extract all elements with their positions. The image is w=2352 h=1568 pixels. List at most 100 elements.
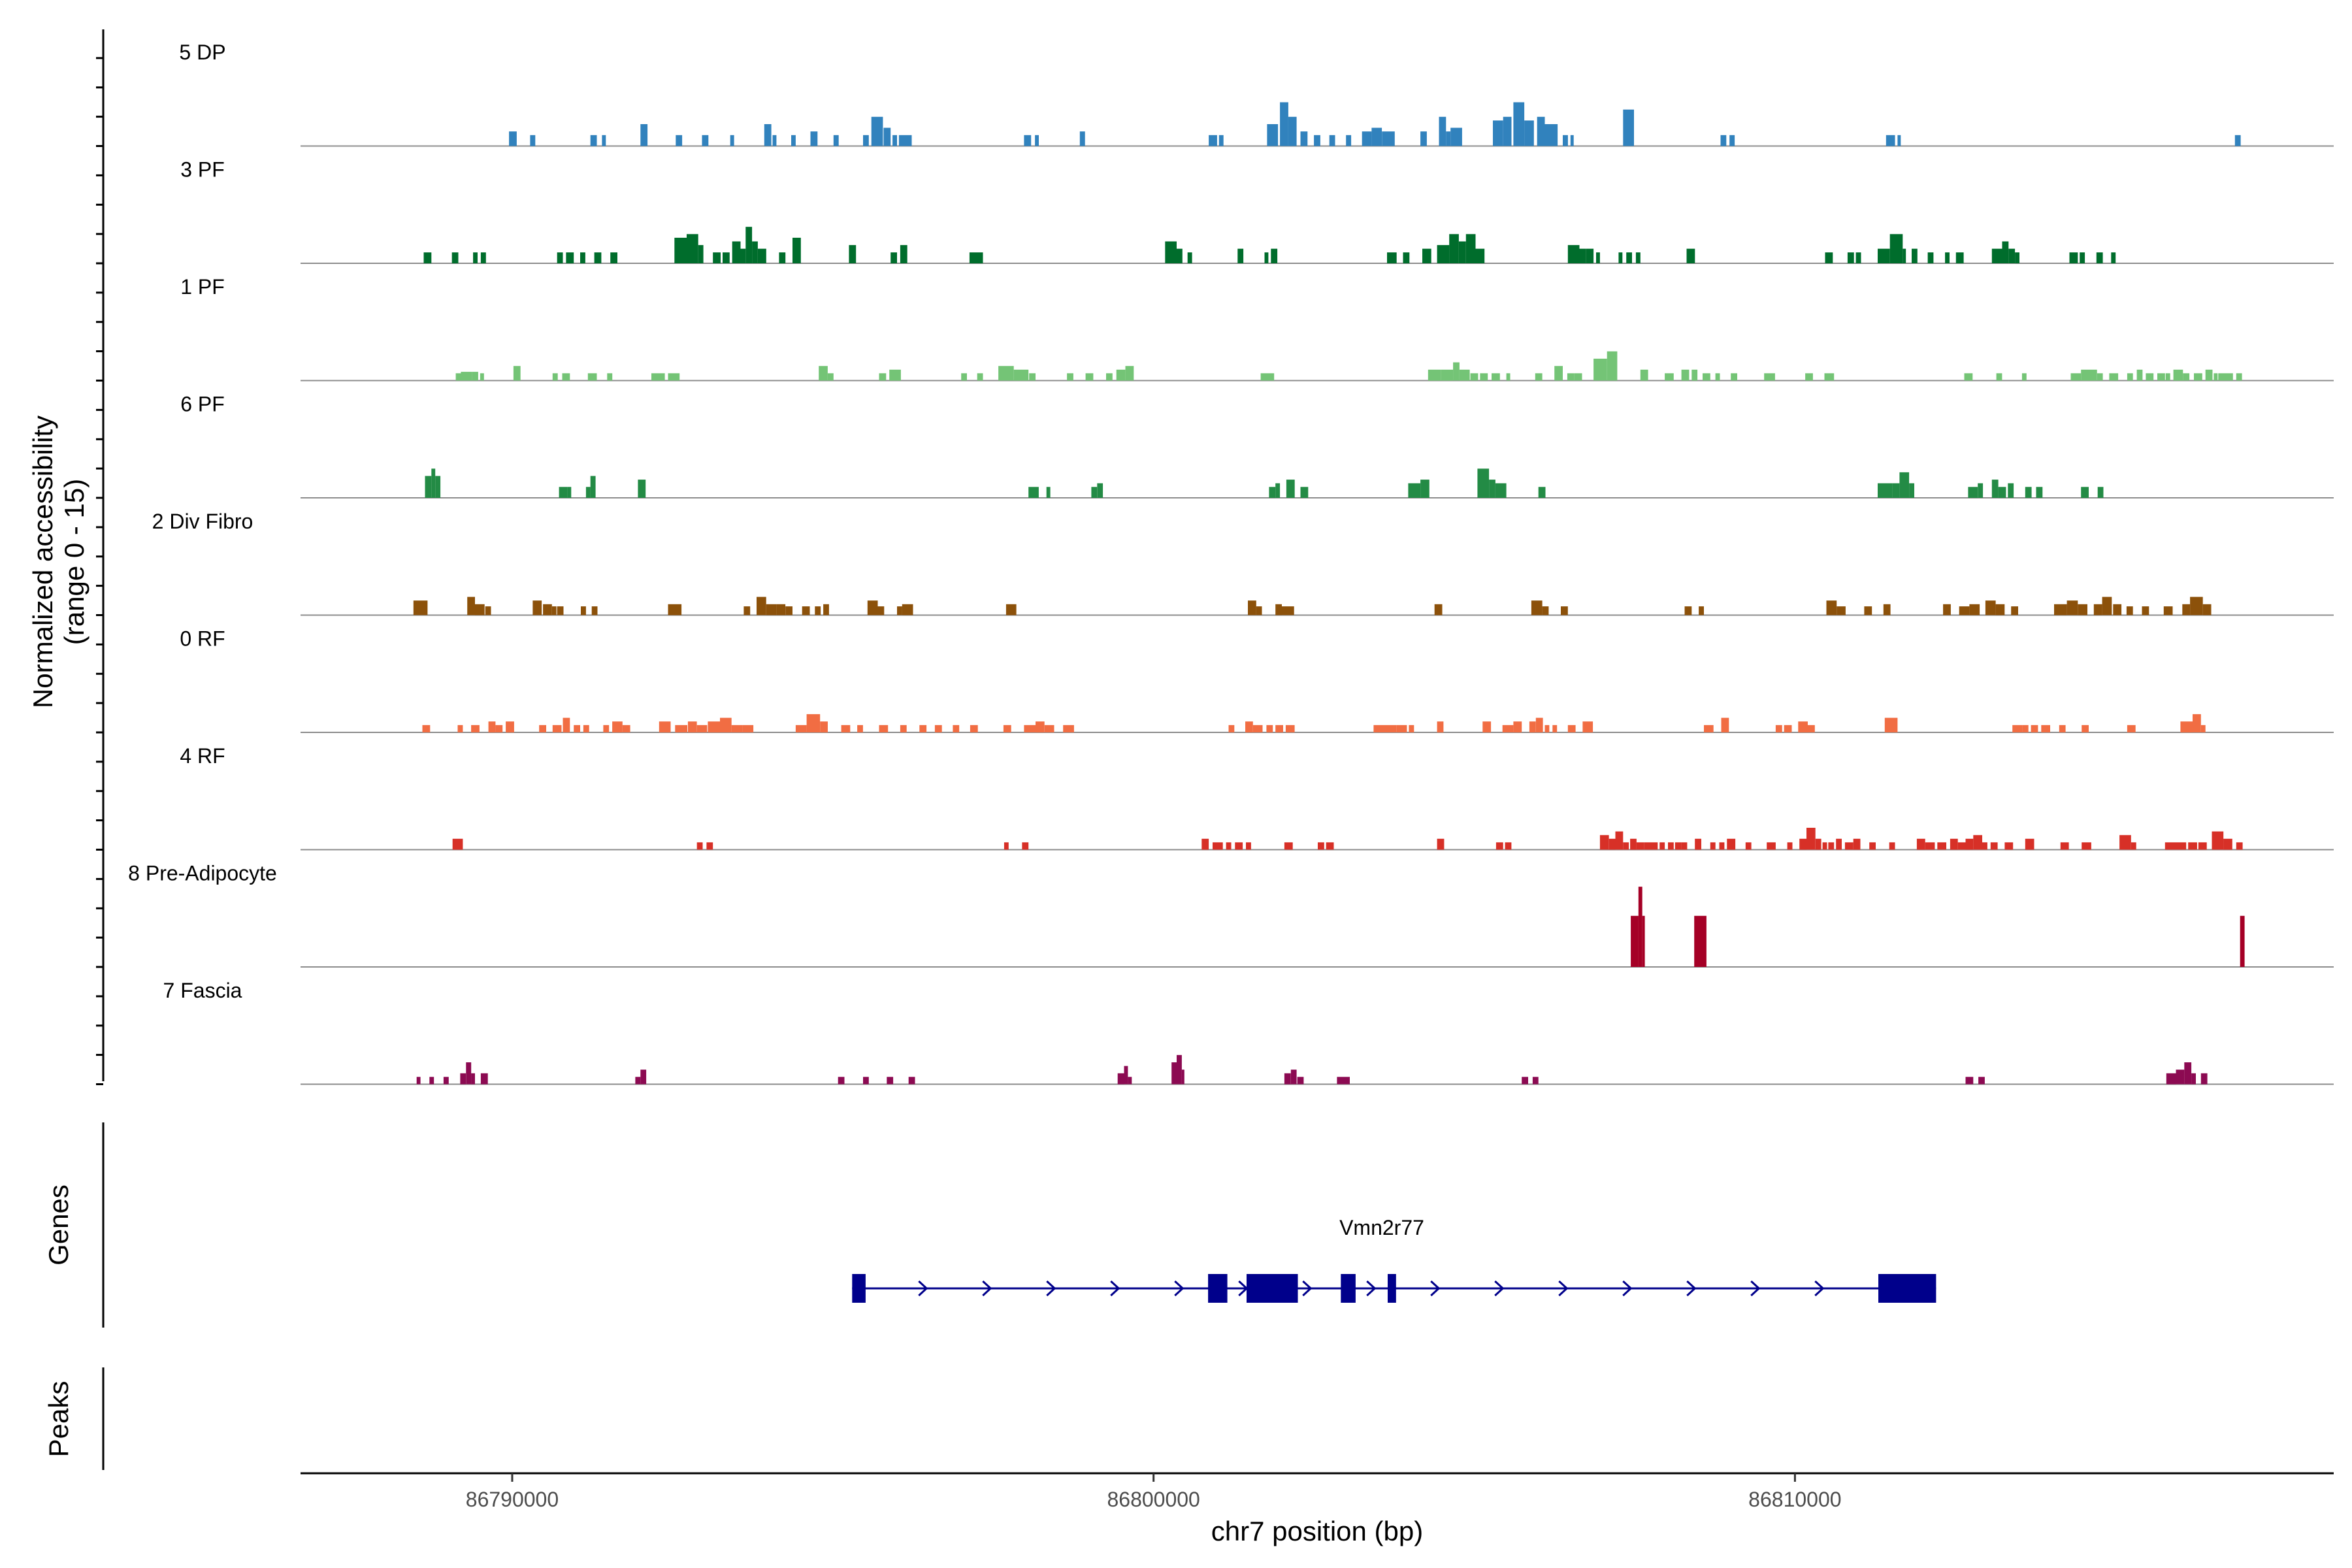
coverage-bar (1408, 483, 1421, 498)
coverage-bar (2136, 369, 2143, 381)
coverage-bar (1371, 127, 1382, 146)
strand-arrow (1174, 1280, 1184, 1297)
coverage-bar (1825, 252, 1833, 264)
coverage-bar (1978, 1077, 1985, 1085)
coverage-bar (1563, 135, 1568, 146)
coverage-bar (791, 135, 796, 146)
coverage-bar (1524, 120, 1534, 146)
coverage-bar (919, 725, 927, 732)
coverage-tracks: 5 DP 3 PF 1 PF 6 PF 2 Div Fibro 0 RF 4 RF 8 Pre… (128, 41, 2334, 1085)
coverage-bar (2142, 606, 2149, 615)
coverage-bar (559, 487, 568, 498)
coverage-bar (2070, 373, 2082, 381)
coverage-bar (696, 725, 708, 732)
coverage-bar (1128, 1077, 1132, 1085)
coverage-bar (1275, 725, 1283, 732)
coverage-bar (1775, 725, 1782, 732)
coverage-bar (580, 252, 585, 264)
coverage-bar (435, 476, 441, 498)
coverage-bar (1878, 248, 1890, 263)
coverage-bar (2008, 248, 2016, 263)
coverage-bar (1824, 373, 1835, 381)
coverage-bar (1286, 480, 1295, 498)
coverage-bar (732, 241, 741, 263)
coverage-bar (1626, 252, 1632, 264)
coverage-bar (1382, 131, 1395, 146)
coverage-bar (1290, 1070, 1297, 1085)
coverage-bar (1567, 373, 1575, 381)
coverage-bar (1326, 842, 1334, 850)
coverage-bar (2025, 487, 2032, 498)
coverage-bar (1542, 606, 1549, 615)
coverage-bar (2213, 373, 2218, 381)
coverage-bar (1955, 252, 1964, 264)
coverage-y-axis-ticks (96, 57, 103, 1085)
track-0-rf: 0 RF (180, 627, 2334, 733)
coverage-bar (1297, 1077, 1304, 1085)
coverage-bar (1710, 842, 1716, 850)
coverage-bar (742, 725, 754, 732)
coverage-bar (551, 606, 557, 615)
coverage-bar (2163, 606, 2173, 615)
coverage-bar (674, 237, 687, 263)
coverage-bar (1695, 838, 1701, 850)
coverage-bar (1644, 842, 1651, 850)
coverage-y-axis-subtitle: (range 0 - 15) (59, 479, 90, 645)
coverage-bar (2036, 487, 2043, 498)
coverage-bar (473, 252, 478, 264)
coverage-bar (467, 596, 475, 615)
coverage-bar (1844, 842, 1854, 850)
coverage-bar (1218, 135, 1224, 146)
coverage-bar (1271, 248, 1278, 263)
coverage-bar (879, 725, 889, 732)
coverage-bar (480, 1073, 488, 1085)
coverage-bar (1201, 838, 1209, 850)
coverage-bar (1579, 248, 1586, 263)
coverage-bar (1965, 838, 1974, 850)
coverage-bar (1681, 369, 1690, 381)
coverage-bar (1787, 842, 1793, 850)
coverage-bar (849, 245, 857, 263)
coverage-bar (1003, 725, 1011, 732)
x-axis-title: chr7 position (bp) (1211, 1516, 1424, 1546)
coverage-bar (1489, 480, 1495, 498)
coverage-bar (871, 116, 883, 146)
coverage-bar (2025, 838, 2034, 850)
coverage-bar (603, 725, 610, 732)
coverage-bar (2175, 842, 2187, 850)
coverage-bar (471, 725, 480, 732)
coverage-bar (495, 725, 503, 732)
coverage-bar (413, 600, 428, 615)
coverage-bar (2066, 600, 2078, 615)
coverage-bar (668, 373, 680, 381)
coverage-bar (1125, 366, 1134, 381)
coverage-bar (1506, 373, 1511, 381)
coverage-bar (1314, 135, 1320, 146)
coverage-bar (1480, 373, 1488, 381)
coverage-bar (1284, 842, 1293, 850)
coverage-bar (1552, 725, 1558, 732)
coverage-bar (1886, 135, 1895, 146)
coverage-bar (838, 1077, 845, 1085)
coverage-bar (455, 373, 461, 381)
coverage-bar (594, 252, 602, 264)
coverage-bar (1246, 842, 1251, 850)
coverage-bar (1822, 842, 1827, 850)
coverage-bar (1878, 483, 1893, 498)
coverage-bar (902, 604, 913, 615)
coverage-bar (863, 1077, 869, 1085)
coverage-bar (1991, 248, 2002, 263)
coverage-bar (1465, 234, 1476, 263)
coverage-bar (552, 725, 562, 732)
coverage-bar (1337, 1077, 1350, 1085)
coverage-bar (1982, 842, 1987, 850)
coverage-bar (668, 604, 682, 615)
coverage-bar (2182, 604, 2191, 615)
coverage-bar (1531, 600, 1543, 615)
coverage-bar (1623, 842, 1629, 850)
coverage-bar (1561, 606, 1568, 615)
coverage-bar (1434, 604, 1443, 615)
coverage-bar (2236, 842, 2243, 850)
coverage-bar (863, 135, 869, 146)
coverage-bar (2012, 725, 2023, 732)
